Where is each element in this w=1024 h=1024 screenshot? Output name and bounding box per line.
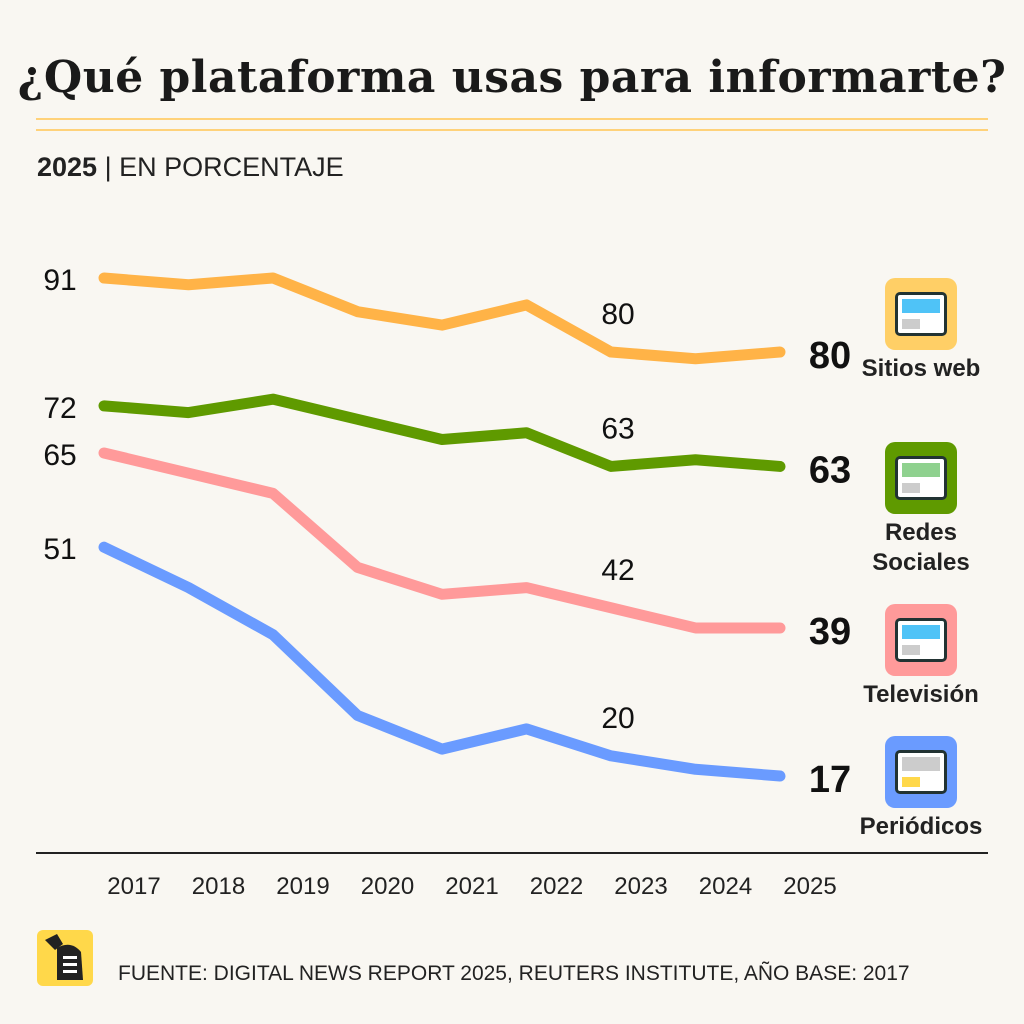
series-line-1 (98, 393, 786, 472)
end-value-label: 80 (809, 335, 851, 377)
subtitle: 2025 | EN PORCENTAJE (37, 152, 344, 183)
end-value-label: 63 (809, 449, 851, 491)
newspaper-icon (885, 736, 957, 808)
divider (36, 118, 988, 120)
x-tick-label: 2022 (530, 873, 583, 900)
x-tick-label: 2025 (783, 873, 836, 900)
start-value-label: 65 (43, 439, 76, 472)
page-title: ¿Qué plataforma usas para informarte? (17, 52, 1007, 103)
mid-value-label: 80 (601, 298, 634, 331)
subtitle-unit: EN PORCENTAJE (119, 152, 344, 182)
subtitle-separator: | (104, 152, 112, 182)
legend-label: Sitios web (861, 355, 981, 382)
end-value-label: 17 (809, 759, 851, 801)
brand-logo (37, 930, 93, 986)
x-tick-label: 2020 (361, 873, 414, 900)
mid-value-label: 42 (601, 554, 634, 587)
legend-label: Televisión (863, 681, 979, 708)
x-tick-label: 2021 (445, 873, 498, 900)
series-line-3 (98, 541, 786, 782)
start-value-label: 72 (43, 392, 76, 425)
x-tick-label: 2019 (276, 873, 329, 900)
start-value-label: 51 (43, 533, 76, 566)
divider (36, 129, 988, 131)
start-value-label: 91 (43, 264, 76, 297)
x-tick-label: 2018 (192, 873, 245, 900)
social-media-phone-icon (885, 442, 957, 514)
logo-mascot-icon (45, 934, 83, 980)
x-tick-label: 2023 (614, 873, 667, 900)
x-tick-label: 2024 (699, 873, 752, 900)
television-icon (885, 604, 957, 676)
mid-value-label: 63 (601, 412, 634, 445)
mid-value-label: 20 (601, 702, 634, 735)
subtitle-year: 2025 (37, 152, 98, 182)
source-note: FUENTE: DIGITAL NEWS REPORT 2025, REUTER… (118, 962, 910, 985)
series-line-0 (98, 272, 786, 365)
legend-label: Periódicos (859, 813, 983, 840)
legend-label: Redes Sociales (872, 519, 970, 576)
end-value-label: 39 (809, 611, 851, 653)
website-icon (885, 278, 957, 350)
x-tick-label: 2017 (107, 873, 160, 900)
